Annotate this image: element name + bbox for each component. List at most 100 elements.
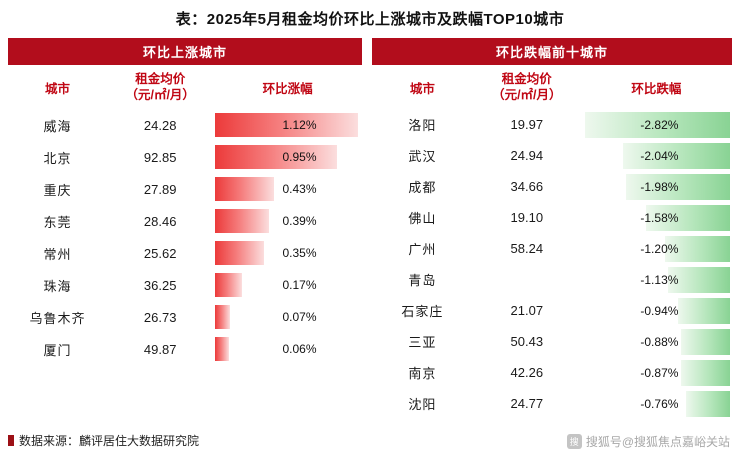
price-cell: 28.46 — [143, 213, 177, 229]
data-source: 数据来源：麟评居住大数据研究院 — [8, 432, 199, 449]
price-cell: 27.89 — [143, 181, 177, 197]
city-cell: 北京 — [43, 150, 72, 166]
change-cell: -1.20% — [581, 233, 732, 264]
change-cell: 0.35% — [213, 237, 362, 269]
change-cell: 0.43% — [213, 173, 362, 205]
table-row: 北京 92.85 0.95% — [8, 141, 362, 173]
rise-table: 环比上涨城市 城市 租金均价 （元/㎡/月） 环比涨幅 威海 24.28 1.12%… — [8, 38, 362, 365]
table-row: 成都 34.66 -1.98% — [372, 171, 732, 202]
price-cell: 24.94 — [510, 148, 544, 163]
price-cell: 26.73 — [143, 309, 177, 325]
fall-table: 环比跌幅前十城市 城市 租金均价 （元/㎡/月） 环比跌幅 洛阳 19.97 -2.… — [372, 38, 732, 419]
change-cell: 0.07% — [213, 301, 362, 333]
price-cell: 19.10 — [510, 210, 544, 225]
change-cell: -0.94% — [581, 295, 732, 326]
col-header-price: 租金均价 （元/㎡/月） — [473, 71, 581, 104]
change-cell: -1.58% — [581, 202, 732, 233]
table-row: 东莞 28.46 0.39% — [8, 205, 362, 237]
change-cell: -2.04% — [581, 140, 732, 171]
rise-bar — [215, 241, 265, 265]
fall-table-body: 洛阳 19.97 -2.82% 武汉 24.94 -2.04% 成都 34.66 -1.98% 佛… — [372, 109, 732, 419]
table-row: 佛山 19.10 -1.58% — [372, 202, 732, 233]
watermark-text: 搜狐号@搜狐焦点嘉峪关站 — [585, 435, 730, 449]
price-cell: 58.24 — [510, 241, 544, 256]
price-cell: 21.07 — [510, 303, 544, 318]
city-cell: 成都 — [408, 180, 437, 195]
city-cell: 佛山 — [408, 211, 437, 226]
fall-bar — [626, 173, 730, 200]
price-cell: 42.26 — [510, 365, 544, 380]
col-header-city: 城市 — [45, 81, 71, 96]
change-label: -0.88% — [640, 334, 679, 349]
table-row: 洛阳 19.97 -2.82% — [372, 109, 732, 140]
change-cell: -0.88% — [581, 326, 732, 357]
table-row: 三亚 50.43 -0.88% — [372, 326, 732, 357]
table-row: 南京 42.26 -0.87% — [372, 357, 732, 388]
change-label: -1.98% — [640, 179, 679, 194]
change-label: -0.87% — [640, 365, 679, 380]
col-header-price-line1: 租金均价 — [135, 71, 186, 86]
fall-bar — [677, 297, 730, 324]
change-label: 0.39% — [282, 214, 317, 228]
fall-table-band: 环比跌幅前十城市 — [372, 38, 732, 65]
city-cell: 石家庄 — [401, 304, 444, 319]
change-cell: 0.06% — [213, 333, 362, 365]
price-cell: 50.43 — [510, 334, 544, 349]
col-header-change: 环比跌幅 — [631, 81, 682, 96]
rise-bar — [215, 145, 338, 169]
change-label: 0.35% — [282, 246, 317, 260]
fall-bar — [686, 390, 730, 417]
col-header-price: 租金均价 （元/㎡/月） — [107, 71, 213, 104]
table-row: 石家庄 21.07 -0.94% — [372, 295, 732, 326]
fall-bar — [646, 204, 730, 231]
rise-bar — [215, 273, 243, 297]
change-label: -0.94% — [640, 303, 679, 318]
table-row: 武汉 24.94 -2.04% — [372, 140, 732, 171]
rise-table-body: 威海 24.28 1.12% 北京 92.85 0.95% 重庆 27.89 0.43% 东莞 28… — [8, 109, 362, 365]
table-row: 珠海 36.25 0.17% — [8, 269, 362, 301]
rise-bar — [215, 209, 269, 233]
change-cell: -1.98% — [581, 171, 732, 202]
table-row: 常州 25.62 0.35% — [8, 237, 362, 269]
price-cell: 19.97 — [510, 117, 544, 132]
fall-bar — [668, 266, 730, 293]
table-row: 乌鲁木齐 26.73 0.07% — [8, 301, 362, 333]
change-label: -1.13% — [640, 272, 679, 287]
col-header-price-line2: （元/㎡/月） — [492, 88, 562, 102]
city-cell: 青岛 — [408, 273, 437, 288]
city-cell: 沈阳 — [408, 397, 437, 412]
price-cell: 24.77 — [510, 396, 544, 411]
change-label: -2.82% — [640, 117, 679, 132]
city-cell: 乌鲁木齐 — [29, 310, 86, 326]
rise-bar — [215, 113, 359, 137]
city-cell: 威海 — [43, 118, 72, 134]
change-label: -2.04% — [640, 148, 679, 163]
city-cell: 洛阳 — [408, 118, 437, 133]
city-cell: 厦门 — [43, 342, 72, 358]
change-cell: -0.76% — [581, 388, 732, 419]
rise-bar — [215, 177, 274, 201]
price-cell: 34.66 — [510, 179, 544, 194]
data-source-text: 数据来源：麟评居住大数据研究院 — [19, 434, 200, 448]
city-cell: 三亚 — [408, 335, 437, 350]
change-label: -1.20% — [640, 241, 679, 256]
price-cell: 24.28 — [143, 117, 177, 133]
rise-bar — [215, 305, 230, 329]
rise-table-band: 环比上涨城市 — [8, 38, 362, 65]
change-cell: -0.87% — [581, 357, 732, 388]
source-bullet-icon — [8, 435, 14, 446]
table-row: 重庆 27.89 0.43% — [8, 173, 362, 205]
table-row: 沈阳 24.77 -0.76% — [372, 388, 732, 419]
table-row: 青岛 -1.13% — [372, 264, 732, 295]
col-header-city: 城市 — [409, 81, 435, 96]
city-cell: 珠海 — [43, 278, 72, 294]
table-row: 广州 58.24 -1.20% — [372, 233, 732, 264]
change-label: -0.76% — [640, 396, 679, 411]
fall-bar — [584, 111, 730, 138]
table-row: 厦门 49.87 0.06% — [8, 333, 362, 365]
price-cell: 25.62 — [143, 245, 177, 261]
sohu-watermark: 搜 搜狐号@搜狐焦点嘉峪关站 — [566, 433, 730, 450]
price-cell: 36.25 — [143, 277, 177, 293]
col-header-price-line2: （元/㎡/月） — [125, 88, 195, 102]
